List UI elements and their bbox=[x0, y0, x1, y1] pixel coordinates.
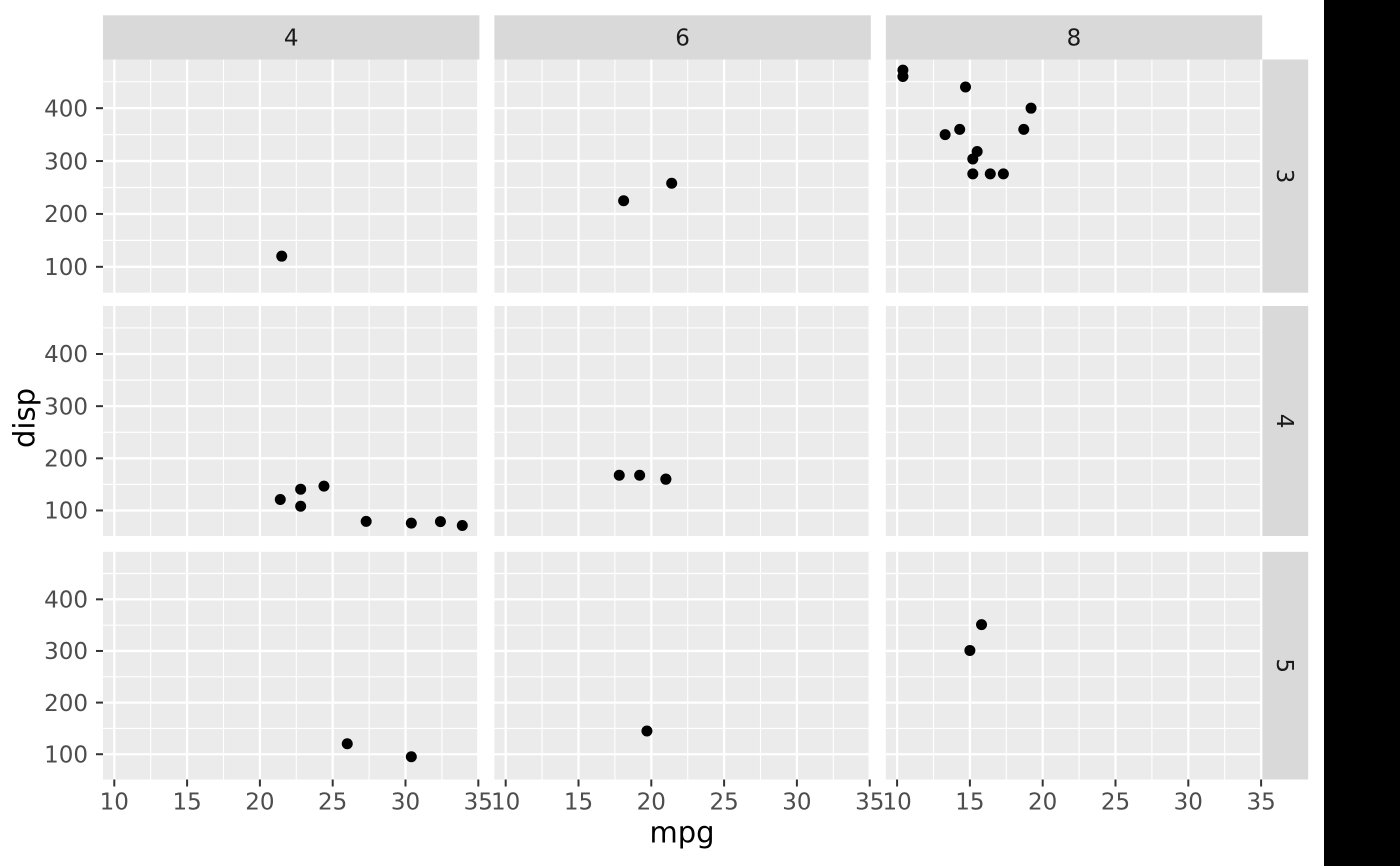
y-tick-label: 400 bbox=[44, 588, 88, 614]
x-tick-label: 15 bbox=[564, 790, 593, 816]
x-axis-title: mpg bbox=[649, 815, 715, 850]
data-point bbox=[274, 494, 286, 506]
data-point bbox=[954, 123, 966, 135]
y-tick-label: 400 bbox=[44, 96, 88, 122]
data-point bbox=[1025, 102, 1037, 114]
facet-row-strip-label: 4 bbox=[1271, 414, 1297, 429]
facet-col-strip bbox=[885, 15, 1263, 60]
data-point bbox=[434, 516, 446, 528]
y-tick-label: 300 bbox=[44, 394, 88, 420]
x-tick-label: 30 bbox=[1174, 790, 1203, 816]
y-tick-label: 100 bbox=[44, 499, 88, 525]
data-point bbox=[666, 177, 678, 189]
data-point bbox=[360, 515, 372, 527]
data-point bbox=[405, 517, 417, 529]
facet-col-strip-label: 4 bbox=[284, 26, 299, 52]
x-tick-label: 30 bbox=[391, 790, 420, 816]
x-tick-label: 35 bbox=[1246, 790, 1275, 816]
y-axis-title: disp bbox=[7, 388, 42, 448]
data-point bbox=[318, 480, 330, 492]
facet-col-strip bbox=[103, 15, 480, 60]
x-tick-label: 35 bbox=[855, 790, 884, 816]
data-point bbox=[641, 725, 653, 737]
data-point bbox=[897, 70, 909, 82]
x-tick-label: 15 bbox=[172, 790, 201, 816]
data-point bbox=[634, 469, 646, 481]
panel-bg bbox=[494, 551, 871, 780]
x-tick-label: 15 bbox=[955, 790, 984, 816]
panel-bg bbox=[885, 551, 1263, 780]
facet-row-strip-label: 3 bbox=[1271, 169, 1297, 184]
data-point bbox=[613, 469, 625, 481]
data-point bbox=[1018, 123, 1030, 135]
data-point bbox=[405, 751, 417, 763]
x-tick-label: 30 bbox=[782, 790, 811, 816]
data-point bbox=[964, 644, 976, 656]
x-tick-label: 20 bbox=[245, 790, 274, 816]
data-point bbox=[967, 168, 979, 180]
facet-row-strip bbox=[1262, 306, 1309, 536]
x-tick-label: 25 bbox=[318, 790, 347, 816]
data-point bbox=[295, 483, 307, 495]
x-tick-label: 35 bbox=[464, 790, 493, 816]
facet-col-strip bbox=[494, 15, 871, 60]
facet-col-strip-label: 6 bbox=[675, 26, 690, 52]
x-tick-label: 10 bbox=[100, 790, 129, 816]
facet-col-strip-label: 8 bbox=[1067, 26, 1082, 52]
panel-bg bbox=[494, 59, 871, 293]
x-tick-label: 20 bbox=[637, 790, 666, 816]
right-black-band bbox=[1324, 0, 1400, 866]
facet-row-strip-label: 5 bbox=[1271, 658, 1297, 673]
panel-bg bbox=[885, 306, 1263, 536]
data-point bbox=[456, 520, 468, 532]
panel-bg bbox=[103, 306, 480, 536]
data-point bbox=[276, 250, 288, 262]
y-tick-label: 400 bbox=[44, 342, 88, 368]
y-tick-label: 200 bbox=[44, 691, 88, 717]
data-point bbox=[660, 473, 672, 485]
panel-bg bbox=[103, 59, 480, 293]
y-tick-label: 100 bbox=[44, 742, 88, 768]
y-tick-label: 300 bbox=[44, 149, 88, 175]
panel-bg bbox=[103, 551, 480, 780]
y-tick-label: 300 bbox=[44, 639, 88, 665]
data-point bbox=[960, 81, 972, 93]
x-tick-label: 20 bbox=[1028, 790, 1057, 816]
y-tick-label: 200 bbox=[44, 202, 88, 228]
panel-bg bbox=[494, 306, 871, 536]
data-point bbox=[984, 168, 996, 180]
data-point bbox=[967, 153, 979, 165]
y-tick-label: 100 bbox=[44, 255, 88, 281]
x-tick-label: 25 bbox=[709, 790, 738, 816]
data-point bbox=[341, 738, 353, 750]
y-tick-label: 200 bbox=[44, 447, 88, 473]
facet-row-strip bbox=[1262, 551, 1309, 780]
panel-bg bbox=[885, 59, 1263, 293]
data-point bbox=[295, 500, 307, 512]
x-tick-label: 10 bbox=[491, 790, 520, 816]
data-point bbox=[618, 195, 630, 207]
facet-row-strip bbox=[1262, 59, 1309, 293]
x-tick-label: 25 bbox=[1101, 790, 1130, 816]
data-point bbox=[939, 129, 951, 141]
data-point bbox=[976, 619, 988, 631]
x-tick-label: 10 bbox=[882, 790, 911, 816]
data-point bbox=[997, 168, 1009, 180]
